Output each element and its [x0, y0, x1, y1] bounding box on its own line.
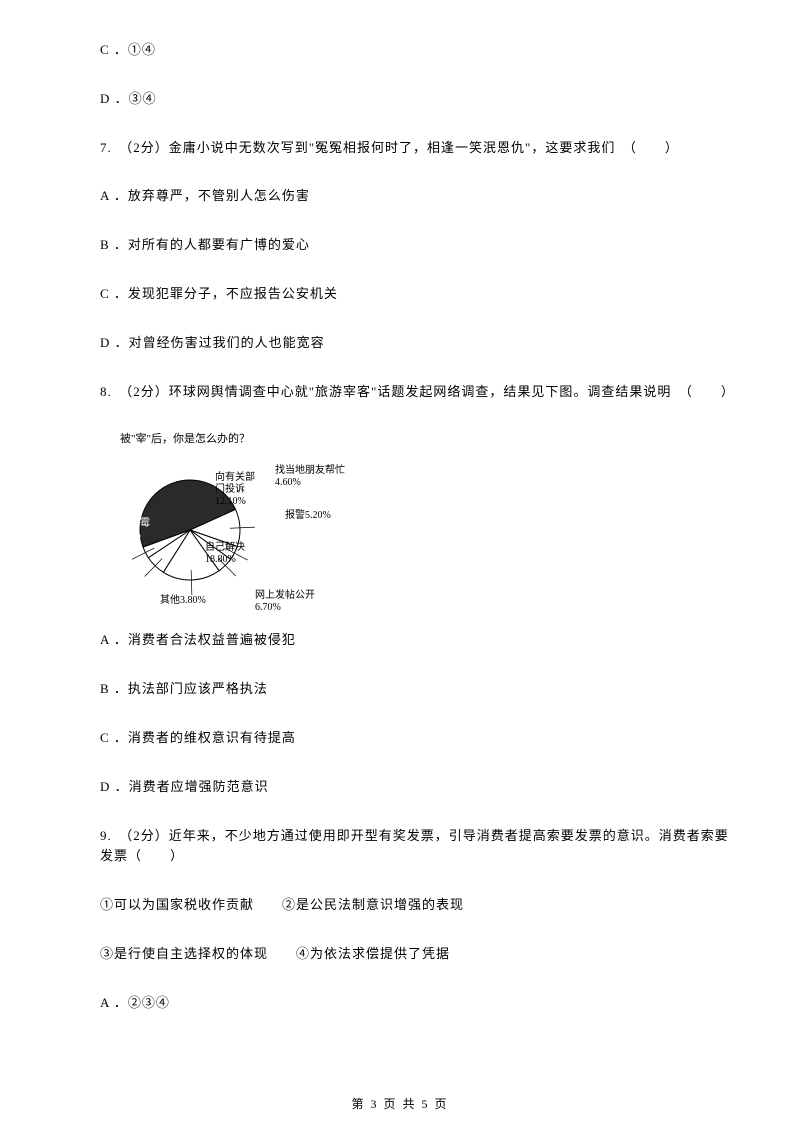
chart-title: 被"宰"后，你是怎么办的？ — [120, 430, 740, 446]
q8-option-c: C ．消费者的维权意识有待提高 — [60, 728, 740, 749]
q8-option-d: D ．消费者应增强防范意识 — [60, 777, 740, 798]
q7-option-b: B ．对所有的人都要有广博的爱心 — [60, 235, 740, 256]
slice-label-1: 向有关部门投诉12.10% — [215, 472, 255, 508]
option-d: D ．③④ — [60, 89, 740, 110]
pie-chart-container: 被"宰"后，你是怎么办的？ 自认倒霉48.80% 向有关部门投诉12.10% 找… — [60, 430, 740, 610]
page-footer: 第 3 页 共 5 页 — [0, 1095, 800, 1112]
slice-label-5: 网上发帖公开6.70% — [255, 590, 315, 614]
slice-label-2: 找当地朋友帮忙4.60% — [275, 465, 345, 489]
q9-option-a: A ．②③④ — [60, 993, 740, 1014]
q7-option-a: A ．放弃尊严，不管别人怎么伤害 — [60, 186, 740, 207]
slice-label-0: 自认倒霉48.80% — [110, 518, 150, 542]
q8-stem: 8. （2分）环球网舆情调查中心就"旅游宰客"话题发起网络调查，结果见下图。调查… — [60, 382, 740, 403]
q7-option-d: D ．对曾经伤害过我们的人也能宽容 — [60, 333, 740, 354]
option-c: C ．①④ — [60, 40, 740, 61]
q9-line2: ③是行使自主选择权的体现 ④为依法求偿提供了凭据 — [60, 944, 740, 965]
q8-option-a: A ．消费者合法权益普遍被侵犯 — [60, 630, 740, 651]
q7-option-c: C ．发现犯罪分子，不应报告公安机关 — [60, 284, 740, 305]
q8-option-b: B ．执法部门应该严格执法 — [60, 679, 740, 700]
slice-label-3: 报警5.20% — [285, 510, 331, 522]
pie-svg — [120, 450, 400, 610]
slice-label-6: 其他3.80% — [160, 595, 206, 607]
q7-stem: 7. （2分）金庸小说中无数次写到"冤冤相报何时了，相逢一笑泯恩仇"，这要求我们… — [60, 138, 740, 159]
q9-line1: ①可以为国家税收作贡献 ②是公民法制意识增强的表现 — [60, 895, 740, 916]
pie-chart: 自认倒霉48.80% 向有关部门投诉12.10% 找当地朋友帮忙4.60% 报警… — [120, 450, 400, 610]
slice-label-4: 自己解决18.80% — [205, 542, 245, 566]
q9-stem: 9. （2分）近年来，不少地方通过使用即开型有奖发票，引导消费者提高索要发票的意… — [60, 826, 740, 868]
